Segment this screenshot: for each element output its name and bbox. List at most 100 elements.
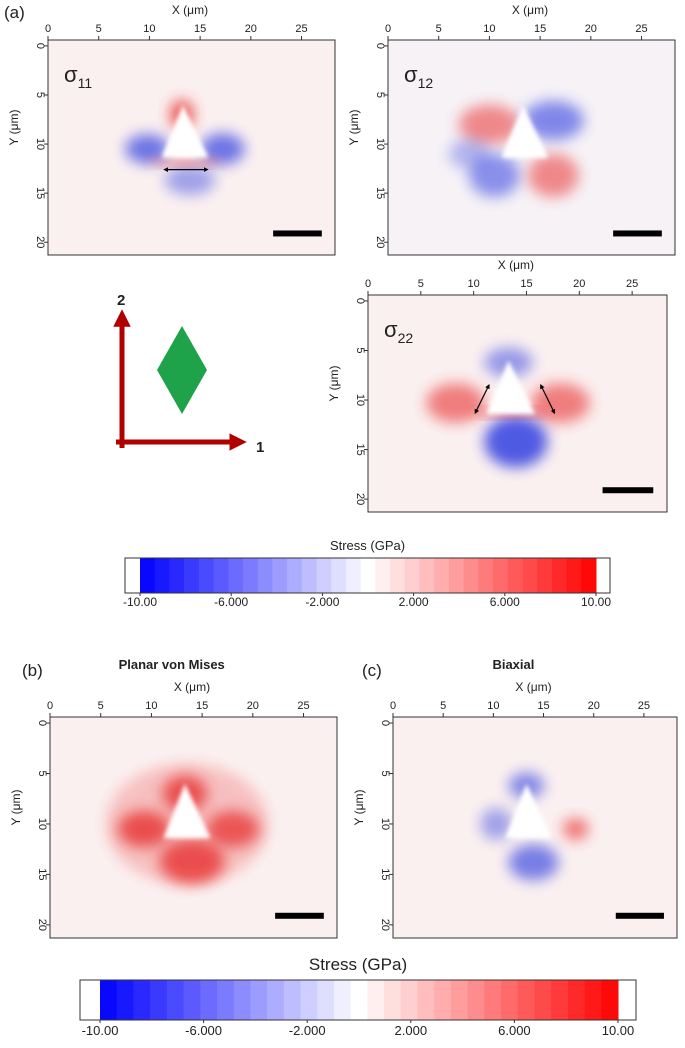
colorbar-tick-label: -10.00 — [82, 1023, 119, 1038]
colorbar-swatch — [601, 980, 619, 1020]
panel: 0 5 10 15 20 25 0 5 10 15 20 X (μm) Y (μm) σ12 — [347, 3, 676, 256]
colorbar-tick-label: 6.000 — [490, 595, 520, 609]
y-tick-label: 10 — [354, 394, 366, 406]
colorbar-swatch — [301, 558, 318, 593]
colorbar-swatch — [522, 558, 538, 593]
colorbar: Stress (GPa) -10.00 -6.000 -2.000 2.000 6.000… — [123, 538, 611, 609]
colorbar-tick-label: -10.00 — [123, 595, 157, 609]
panel-title: σ11 — [64, 62, 92, 91]
panel-title: σ22 — [384, 317, 413, 346]
colorbar-title: Stress (GPa) — [309, 955, 407, 974]
colorbar-swatch — [434, 558, 450, 593]
panel: 0 5 10 15 20 25 0 5 10 15 20 X (μm) Y (μm) Planar von… — [9, 657, 338, 939]
subscript: 22 — [398, 330, 414, 346]
stress-map — [125, 99, 245, 196]
colorbar-swatch — [228, 558, 244, 593]
frame — [392, 716, 678, 939]
colorbar-swatch — [467, 980, 485, 1020]
colorbar-swatch — [242, 558, 259, 593]
stress-lobe — [164, 165, 216, 196]
colorbar-swatch — [434, 980, 452, 1020]
stress-lobe — [200, 133, 245, 165]
x-tick-label: 10 — [145, 700, 157, 712]
strain-arrow — [540, 384, 556, 415]
frame — [47, 39, 336, 256]
x-tick-label: 10 — [468, 278, 480, 290]
x-tick-label: 0 — [365, 278, 371, 290]
panel: 0 5 10 15 20 25 0 5 10 15 20 X (μm) Y (μm) σ22 — [327, 258, 668, 513]
colorbar-swatch — [198, 558, 215, 593]
colorbar-swatch — [350, 980, 368, 1020]
y-tick-label: 15 — [36, 868, 48, 880]
colorbar-swatch — [417, 980, 435, 1020]
colorbar-swatch — [484, 980, 502, 1020]
colorbar-swatch — [463, 558, 479, 593]
panel-title: Planar von Mises — [119, 657, 225, 672]
stress-map — [105, 763, 269, 885]
colorbar-swatch — [537, 558, 553, 593]
colorbar-tick-label: -2.000 — [289, 1023, 326, 1038]
colorbar-swatch — [501, 980, 519, 1020]
colorbar-swatch — [169, 558, 185, 593]
colorbar-swatch — [216, 980, 235, 1020]
colorbar-swatch — [316, 558, 332, 593]
stress-lobe — [448, 139, 490, 169]
y-tick-label: 20 — [36, 919, 48, 931]
stress-lobe — [480, 807, 513, 841]
x-tick-label: 15 — [194, 23, 206, 35]
symbol: σ — [404, 62, 418, 87]
y-tick-label: 5 — [34, 92, 46, 98]
colorbar-swatch — [300, 980, 318, 1020]
x-axis-label: X (μm) — [498, 258, 534, 272]
diamond — [157, 326, 207, 414]
colorbar-swatch — [534, 980, 552, 1020]
y-tick-label: 5 — [354, 347, 366, 353]
colorbar-swatch — [384, 980, 402, 1020]
colorbar-swatch — [478, 558, 494, 593]
x-tick-label: 25 — [297, 700, 309, 712]
indent — [161, 104, 209, 158]
x-tick-label: 5 — [98, 700, 104, 712]
y-tick-label: 15 — [34, 187, 46, 199]
colorbar-swatch — [375, 558, 391, 593]
x-tick-label: 25 — [638, 700, 650, 712]
scale-bar — [613, 230, 662, 237]
colorbar-swatch — [213, 558, 229, 593]
stress-map — [448, 100, 584, 198]
colorbar-swatch — [404, 558, 420, 593]
panel-title: Biaxial — [492, 657, 534, 672]
stress-lobe — [508, 844, 559, 881]
y-tick-label: 20 — [379, 919, 391, 931]
colorbar-tick-label: -6.000 — [185, 1023, 222, 1038]
x-tick-label: 15 — [537, 700, 549, 712]
panel: 0 5 10 15 20 25 0 5 10 15 20 X (μm) Y (μm) Biaxial — [352, 657, 678, 939]
colorbar-tick-label: 6.000 — [498, 1023, 531, 1038]
x-tick-label: 0 — [390, 700, 396, 712]
y-tick-label: 0 — [379, 720, 391, 726]
x-axis-label: X (μm) — [515, 680, 551, 694]
y-tick-label: 0 — [36, 720, 48, 726]
stress-lobe — [530, 383, 590, 423]
y-tick-label: 20 — [374, 236, 386, 248]
colorbar-swatch — [250, 980, 268, 1020]
y-axis-label: Y (μm) — [327, 365, 341, 401]
x-tick-label: 15 — [196, 700, 208, 712]
axes-diagram: 2 1 — [113, 292, 264, 456]
x-tick-label: 25 — [635, 23, 647, 35]
y-tick-label: 20 — [34, 236, 46, 248]
y-tick-label: 10 — [379, 818, 391, 830]
subscript: 11 — [78, 75, 93, 91]
colorbar-swatch — [154, 558, 170, 593]
colorbar-title: Stress (GPa) — [330, 538, 405, 553]
x-tick-label: 20 — [573, 278, 585, 290]
colorbar-swatch — [507, 558, 523, 593]
stress-lobe — [458, 104, 520, 145]
colorbar-swatch — [257, 558, 273, 593]
colorbar-swatch — [166, 980, 185, 1020]
axis-label: 2 — [117, 292, 125, 309]
x-tick-label: 15 — [520, 278, 532, 290]
x-tick-label: 25 — [626, 278, 638, 290]
colorbar-swatch — [448, 558, 465, 593]
